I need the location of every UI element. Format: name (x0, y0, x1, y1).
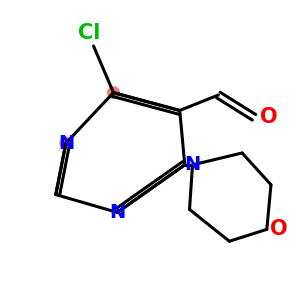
Text: O: O (260, 107, 278, 127)
Text: N: N (58, 134, 74, 153)
Circle shape (107, 86, 120, 99)
Circle shape (59, 136, 72, 150)
Text: Cl: Cl (78, 23, 100, 43)
Text: N: N (184, 155, 201, 174)
Text: N: N (109, 203, 125, 222)
Text: O: O (270, 219, 288, 239)
